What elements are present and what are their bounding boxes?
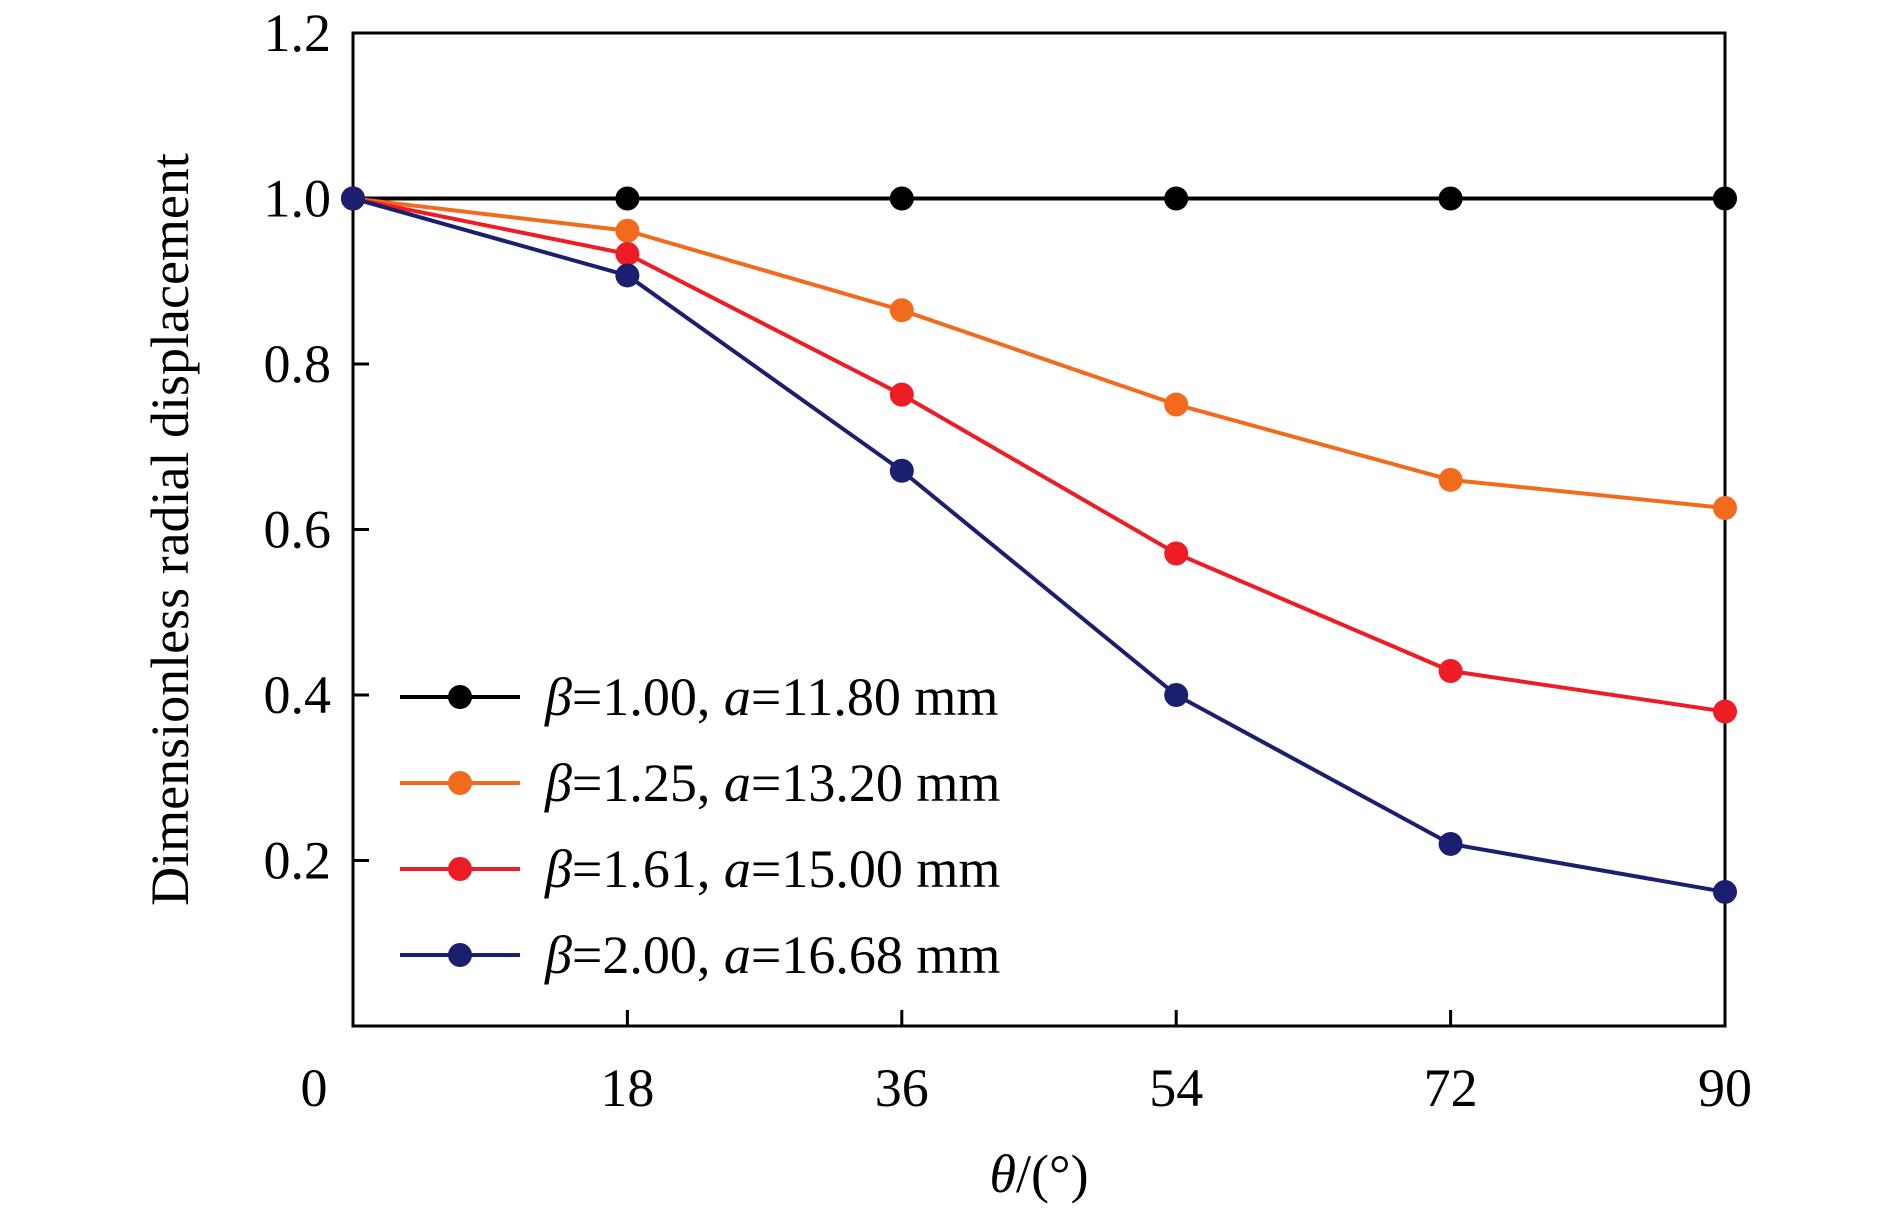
series-2 xyxy=(341,186,1737,520)
series-line xyxy=(352,196,1726,510)
data-point xyxy=(615,218,640,243)
y-axis: 0.2 0.4 0.6 0.8 1.0 1.2 xyxy=(264,3,369,891)
data-point xyxy=(1438,186,1463,211)
legend-swatch-marker xyxy=(448,771,472,795)
data-point xyxy=(1164,392,1189,417)
data-point xyxy=(889,458,914,483)
y-tick-label: 1.0 xyxy=(264,169,332,229)
legend: β=1.00, a=11.80 mm β=1.25, a=13.20 mm β=1.… xyxy=(400,667,1000,985)
series-3 xyxy=(341,186,1737,724)
data-point xyxy=(1713,186,1737,211)
legend-item: β=1.61, a=15.00 mm xyxy=(400,839,1000,899)
y-tick-label: 1.2 xyxy=(264,3,332,63)
x-axis-title-symbol: θ xyxy=(989,1144,1016,1204)
x-tick-label: 0 xyxy=(301,1058,328,1118)
data-point xyxy=(1164,683,1189,707)
data-point xyxy=(1438,467,1463,492)
data-point xyxy=(1713,699,1737,724)
data-point xyxy=(1438,659,1463,684)
data-point xyxy=(341,186,365,211)
data-point xyxy=(615,263,640,288)
x-axis: 0 18 36 54 72 90 xyxy=(301,1010,1752,1118)
data-point xyxy=(1438,831,1463,856)
series-line xyxy=(352,196,1726,894)
legend-swatch-marker xyxy=(448,943,472,967)
x-tick-label: 36 xyxy=(875,1058,929,1118)
x-axis-title-unit: /(°) xyxy=(1016,1144,1089,1204)
y-tick-label: 0.6 xyxy=(264,500,332,560)
data-point xyxy=(615,241,640,266)
x-axis-title: θ/(°) xyxy=(989,1144,1088,1204)
data-point xyxy=(889,186,914,211)
legend-swatch-marker xyxy=(448,685,472,709)
series-1 xyxy=(341,186,1737,211)
y-tick-label: 0.8 xyxy=(264,334,332,394)
series-layer xyxy=(341,186,1737,904)
data-point xyxy=(1713,879,1737,904)
y-axis-title: Dimensionless radial displacement xyxy=(140,153,200,906)
legend-label: β=1.00, a=11.80 mm xyxy=(544,667,998,727)
data-point xyxy=(1164,186,1189,211)
x-tick-label: 54 xyxy=(1149,1058,1203,1118)
data-point xyxy=(889,382,914,407)
legend-swatch-marker xyxy=(448,857,472,881)
series-line xyxy=(352,196,1726,714)
series-4 xyxy=(341,186,1737,904)
legend-label: β=1.25, a=13.20 mm xyxy=(544,753,1000,813)
legend-item: β=1.00, a=11.80 mm xyxy=(400,667,998,727)
legend-label: β=2.00, a=16.68 mm xyxy=(544,925,1000,985)
y-tick-label: 0.2 xyxy=(264,831,332,891)
data-point xyxy=(1164,541,1189,566)
legend-item: β=1.25, a=13.20 mm xyxy=(400,753,1000,813)
y-tick-label: 0.4 xyxy=(264,665,332,725)
x-tick-label: 72 xyxy=(1424,1058,1478,1118)
data-point xyxy=(889,298,914,323)
x-tick-label: 18 xyxy=(600,1058,654,1118)
legend-item: β=2.00, a=16.68 mm xyxy=(400,925,1000,985)
data-point xyxy=(615,186,640,211)
x-tick-label: 90 xyxy=(1698,1058,1752,1118)
legend-label: β=1.61, a=15.00 mm xyxy=(544,839,1000,899)
data-point xyxy=(1713,495,1737,520)
